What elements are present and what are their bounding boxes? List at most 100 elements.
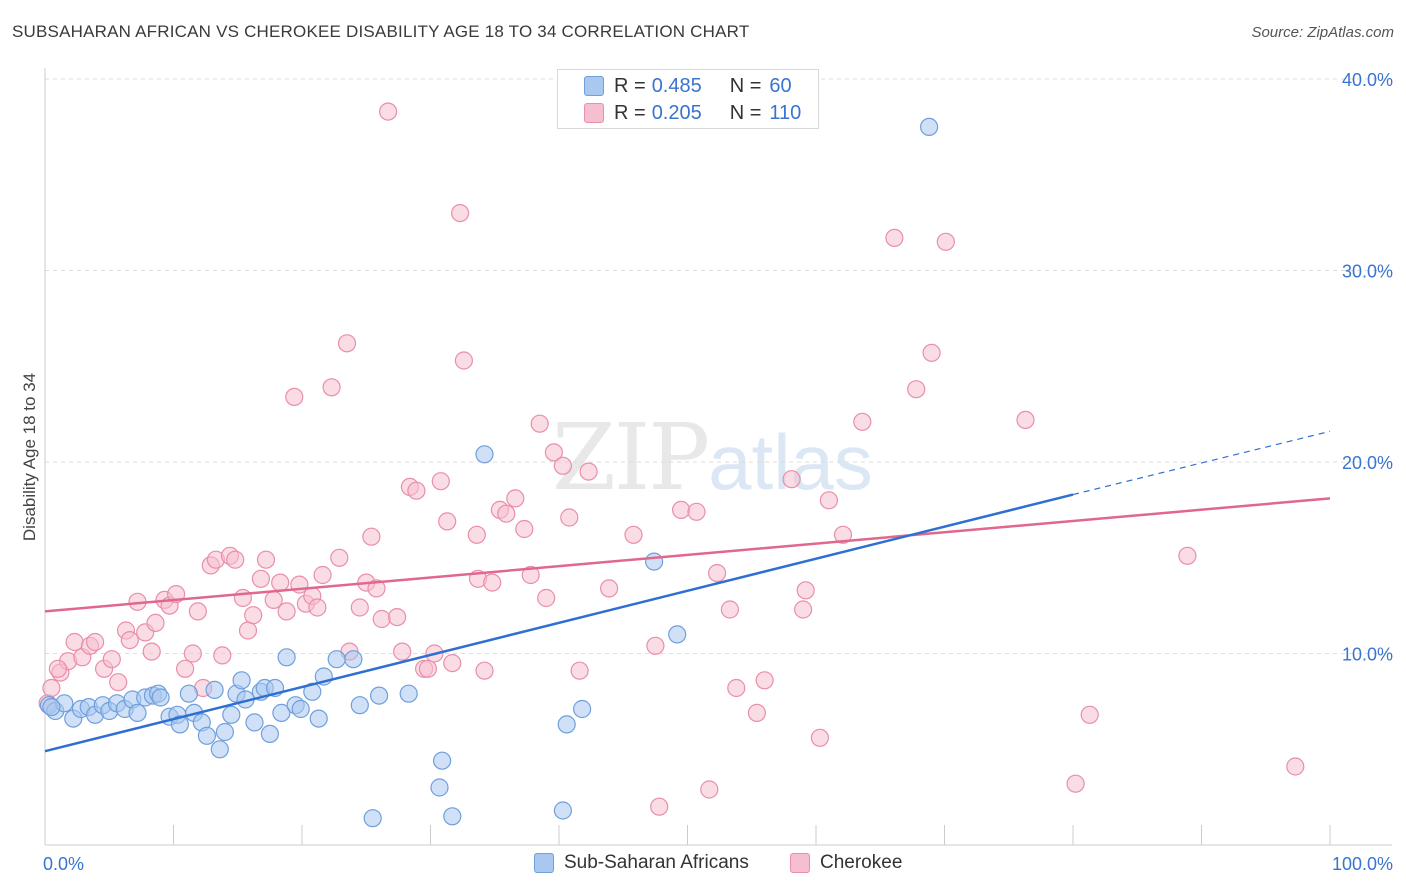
point-cherokee <box>285 387 304 406</box>
point-cherokee <box>515 519 534 539</box>
point-subsaharan <box>443 807 462 826</box>
point-cherokee <box>530 414 549 433</box>
point-cherokee <box>372 609 391 629</box>
point-subsaharan <box>433 751 452 770</box>
point-cherokee <box>483 573 502 592</box>
point-cherokee <box>936 232 955 251</box>
point-cherokee <box>142 642 161 661</box>
stats-legend: R = 0.485 N = 60 R = 0.205 N = 110 <box>557 69 819 129</box>
point-cherokee <box>544 443 564 462</box>
legend-swatch-blue <box>534 853 554 873</box>
point-cherokee <box>700 780 719 799</box>
point-cherokee <box>1080 705 1099 724</box>
point-cherokee <box>553 456 573 475</box>
point-cherokee <box>176 659 195 678</box>
point-cherokee <box>497 504 516 523</box>
n-label: N = <box>729 101 762 124</box>
point-cherokee <box>367 579 386 598</box>
point-cherokee <box>454 351 473 370</box>
r-value: 0.205 <box>651 101 702 124</box>
point-cherokee <box>277 602 296 621</box>
point-cherokee <box>796 581 815 600</box>
point-cherokee <box>810 728 830 747</box>
x-tick-label: 100.0% <box>1332 854 1393 874</box>
n-value: 60 <box>769 74 792 97</box>
y-tick-label: 40.0% <box>1342 70 1393 90</box>
point-cherokee <box>65 632 84 652</box>
point-subsaharan <box>222 705 241 724</box>
point-cherokee <box>48 659 68 678</box>
point-cherokee <box>521 565 540 585</box>
point-cherokee <box>238 621 258 640</box>
point-cherokee <box>1178 546 1197 565</box>
point-cherokee <box>599 579 619 598</box>
point-subsaharan <box>232 671 251 690</box>
point-cherokee <box>747 703 767 723</box>
point-cherokee <box>388 607 407 627</box>
point-cherokee <box>251 569 270 588</box>
trendline-subsaharan <box>44 493 1074 753</box>
point-cherokee <box>1286 757 1305 776</box>
point-cherokee <box>907 380 926 399</box>
stats-row-cherokee: R = 0.205 N = 110 <box>584 100 801 126</box>
point-subsaharan <box>475 445 494 464</box>
point-cherokee <box>350 598 369 617</box>
point-subsaharan <box>363 809 382 828</box>
point-cherokee <box>362 527 381 546</box>
point-cherokee <box>1016 410 1035 429</box>
point-cherokee <box>322 378 341 397</box>
point-subsaharan <box>272 703 291 723</box>
point-subsaharan <box>668 625 687 644</box>
point-cherokee <box>256 550 276 569</box>
point-subsaharan <box>42 697 61 717</box>
point-subsaharan <box>205 680 224 700</box>
trendline-cherokee <box>44 497 1331 613</box>
point-subsaharan <box>277 648 296 667</box>
point-cherokee <box>393 642 412 661</box>
point-subsaharan <box>210 740 229 759</box>
chart-source: Source: ZipAtlas.com <box>1251 24 1394 41</box>
point-subsaharan <box>151 688 170 707</box>
point-subsaharan <box>572 699 592 719</box>
point-subsaharan <box>644 552 664 571</box>
point-subsaharan <box>430 778 449 797</box>
point-subsaharan <box>309 709 328 728</box>
y-axis-title: Disability Age 18 to 34 <box>20 373 39 541</box>
point-cherokee <box>213 646 232 665</box>
point-cherokee <box>431 472 450 491</box>
point-subsaharan <box>399 684 418 703</box>
point-cherokee <box>707 563 727 583</box>
point-cherokee <box>443 653 462 673</box>
point-cherokee <box>271 573 290 592</box>
point-subsaharan <box>557 715 576 734</box>
stats-row-subsaharan: R = 0.485 N = 60 <box>584 73 792 99</box>
point-cherokee <box>418 659 437 678</box>
point-cherokee <box>451 204 470 223</box>
legend-swatch-pink <box>790 853 810 873</box>
point-cherokee <box>922 343 941 362</box>
point-cherokee <box>833 525 853 544</box>
y-tick-label: 20.0% <box>1342 453 1393 473</box>
point-subsaharan <box>344 650 363 669</box>
point-cherokee <box>793 600 813 619</box>
series-legend: Sub-Saharan Africans Cherokee <box>0 852 1406 876</box>
point-cherokee <box>853 412 872 431</box>
point-subsaharan <box>170 715 189 734</box>
point-subsaharan <box>350 696 369 715</box>
point-cherokee <box>85 632 105 652</box>
point-cherokee <box>506 489 525 508</box>
point-subsaharan <box>215 722 234 742</box>
point-subsaharan <box>291 699 310 719</box>
legend-item-cherokee: Cherokee <box>790 852 902 874</box>
point-cherokee <box>624 525 643 544</box>
point-cherokee <box>650 797 669 816</box>
point-cherokee <box>819 491 839 510</box>
trendline-subsaharan-extension <box>1072 430 1331 496</box>
point-cherokee <box>330 548 349 567</box>
point-subsaharan <box>260 724 279 744</box>
point-cherokee <box>755 671 774 690</box>
y-tick-label: 10.0% <box>1342 645 1393 665</box>
r-label: R = <box>614 101 646 124</box>
point-cherokee <box>782 470 801 489</box>
point-cherokee <box>120 630 139 650</box>
